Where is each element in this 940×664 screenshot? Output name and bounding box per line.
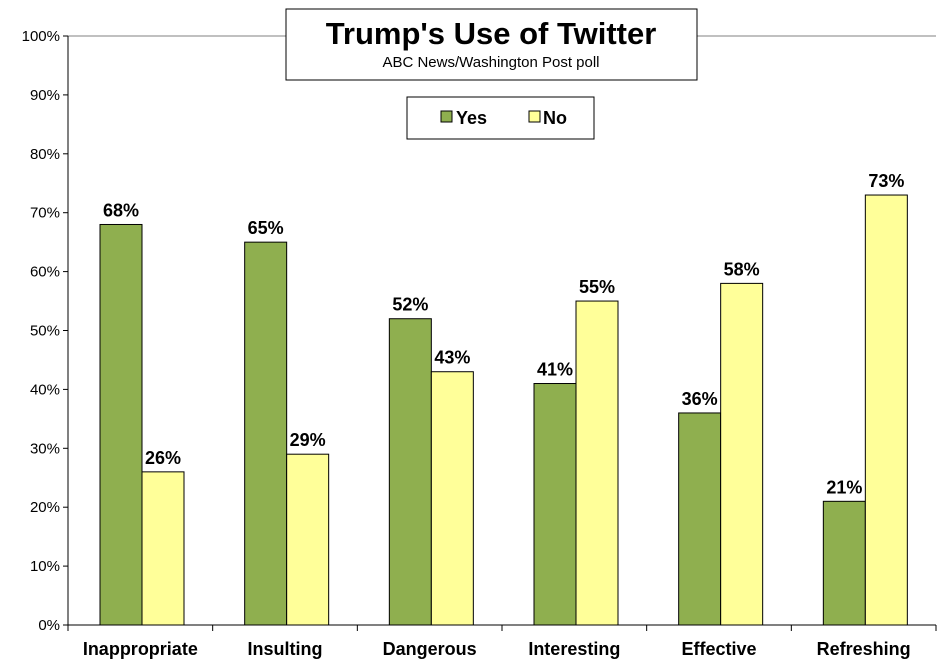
title-box: Trump's Use of Twitter ABC News/Washingt… — [285, 8, 698, 81]
bars — [99, 194, 908, 626]
y-tick-label: 40% — [30, 381, 60, 398]
legend: Yes No — [406, 96, 595, 140]
chart-subtitle: ABC News/Washington Post poll — [382, 54, 599, 71]
axes: 0% 10% 20% 30% 40% 50% 60% 70% 80% 90% 100% Inappro… — [22, 28, 937, 659]
y-tick-label: 10% — [30, 558, 60, 575]
data-label-no-refreshing: 73% — [868, 171, 904, 191]
legend-swatch-yes — [440, 110, 453, 123]
data-label-no-interesting: 55% — [579, 277, 615, 297]
data-label-no-dangerous: 43% — [434, 348, 470, 368]
bar-yes-effective — [678, 412, 722, 626]
bar-yes-refreshing — [822, 500, 866, 626]
bar-no-refreshing — [864, 194, 908, 626]
data-label-no-effective: 58% — [724, 259, 760, 279]
data-label-no-insulting: 29% — [290, 430, 326, 450]
x-tick-label: Effective — [681, 639, 756, 659]
y-tick-label: 90% — [30, 87, 60, 104]
y-tick-label: 100% — [22, 28, 60, 45]
x-tick-label: Insulting — [248, 639, 323, 659]
data-label-no-inappropriate: 26% — [145, 448, 181, 468]
y-tick-label: 0% — [38, 617, 60, 634]
bar-no-effective — [720, 282, 764, 626]
x-tick-label: Dangerous — [383, 639, 477, 659]
data-label-yes-dangerous: 52% — [392, 295, 428, 315]
y-tick-label: 80% — [30, 146, 60, 163]
y-tick-label: 50% — [30, 323, 60, 340]
y-tick-label: 30% — [30, 440, 60, 457]
bar-no-insulting — [286, 453, 330, 626]
x-tick-label: Interesting — [528, 639, 620, 659]
y-tick-label: 20% — [30, 499, 60, 516]
bar-yes-inappropriate — [99, 223, 143, 626]
data-label-yes-interesting: 41% — [537, 360, 573, 380]
chart-title: Trump's Use of Twitter — [326, 16, 657, 51]
x-tick-label: Refreshing — [817, 639, 911, 659]
data-label-yes-inappropriate: 68% — [103, 200, 139, 220]
data-labels: 68% 26% 65% 29% 52% 43% 41% 55% 36% 58% 21% 73% — [103, 171, 904, 497]
bar-no-inappropriate — [141, 471, 185, 626]
x-tick-label: Inappropriate — [83, 639, 198, 659]
legend-label-no: No — [543, 108, 567, 128]
bar-yes-interesting — [533, 383, 577, 626]
bar-yes-insulting — [244, 241, 288, 626]
bar-yes-dangerous — [388, 318, 432, 626]
data-label-yes-insulting: 65% — [248, 218, 284, 238]
data-label-yes-refreshing: 21% — [826, 477, 862, 497]
legend-label-yes: Yes — [456, 108, 487, 128]
data-label-yes-effective: 36% — [682, 389, 718, 409]
bar-no-interesting — [575, 300, 619, 626]
legend-swatch-no — [528, 110, 541, 123]
bar-no-dangerous — [430, 371, 474, 626]
y-tick-label: 70% — [30, 205, 60, 222]
y-tick-label: 60% — [30, 264, 60, 281]
